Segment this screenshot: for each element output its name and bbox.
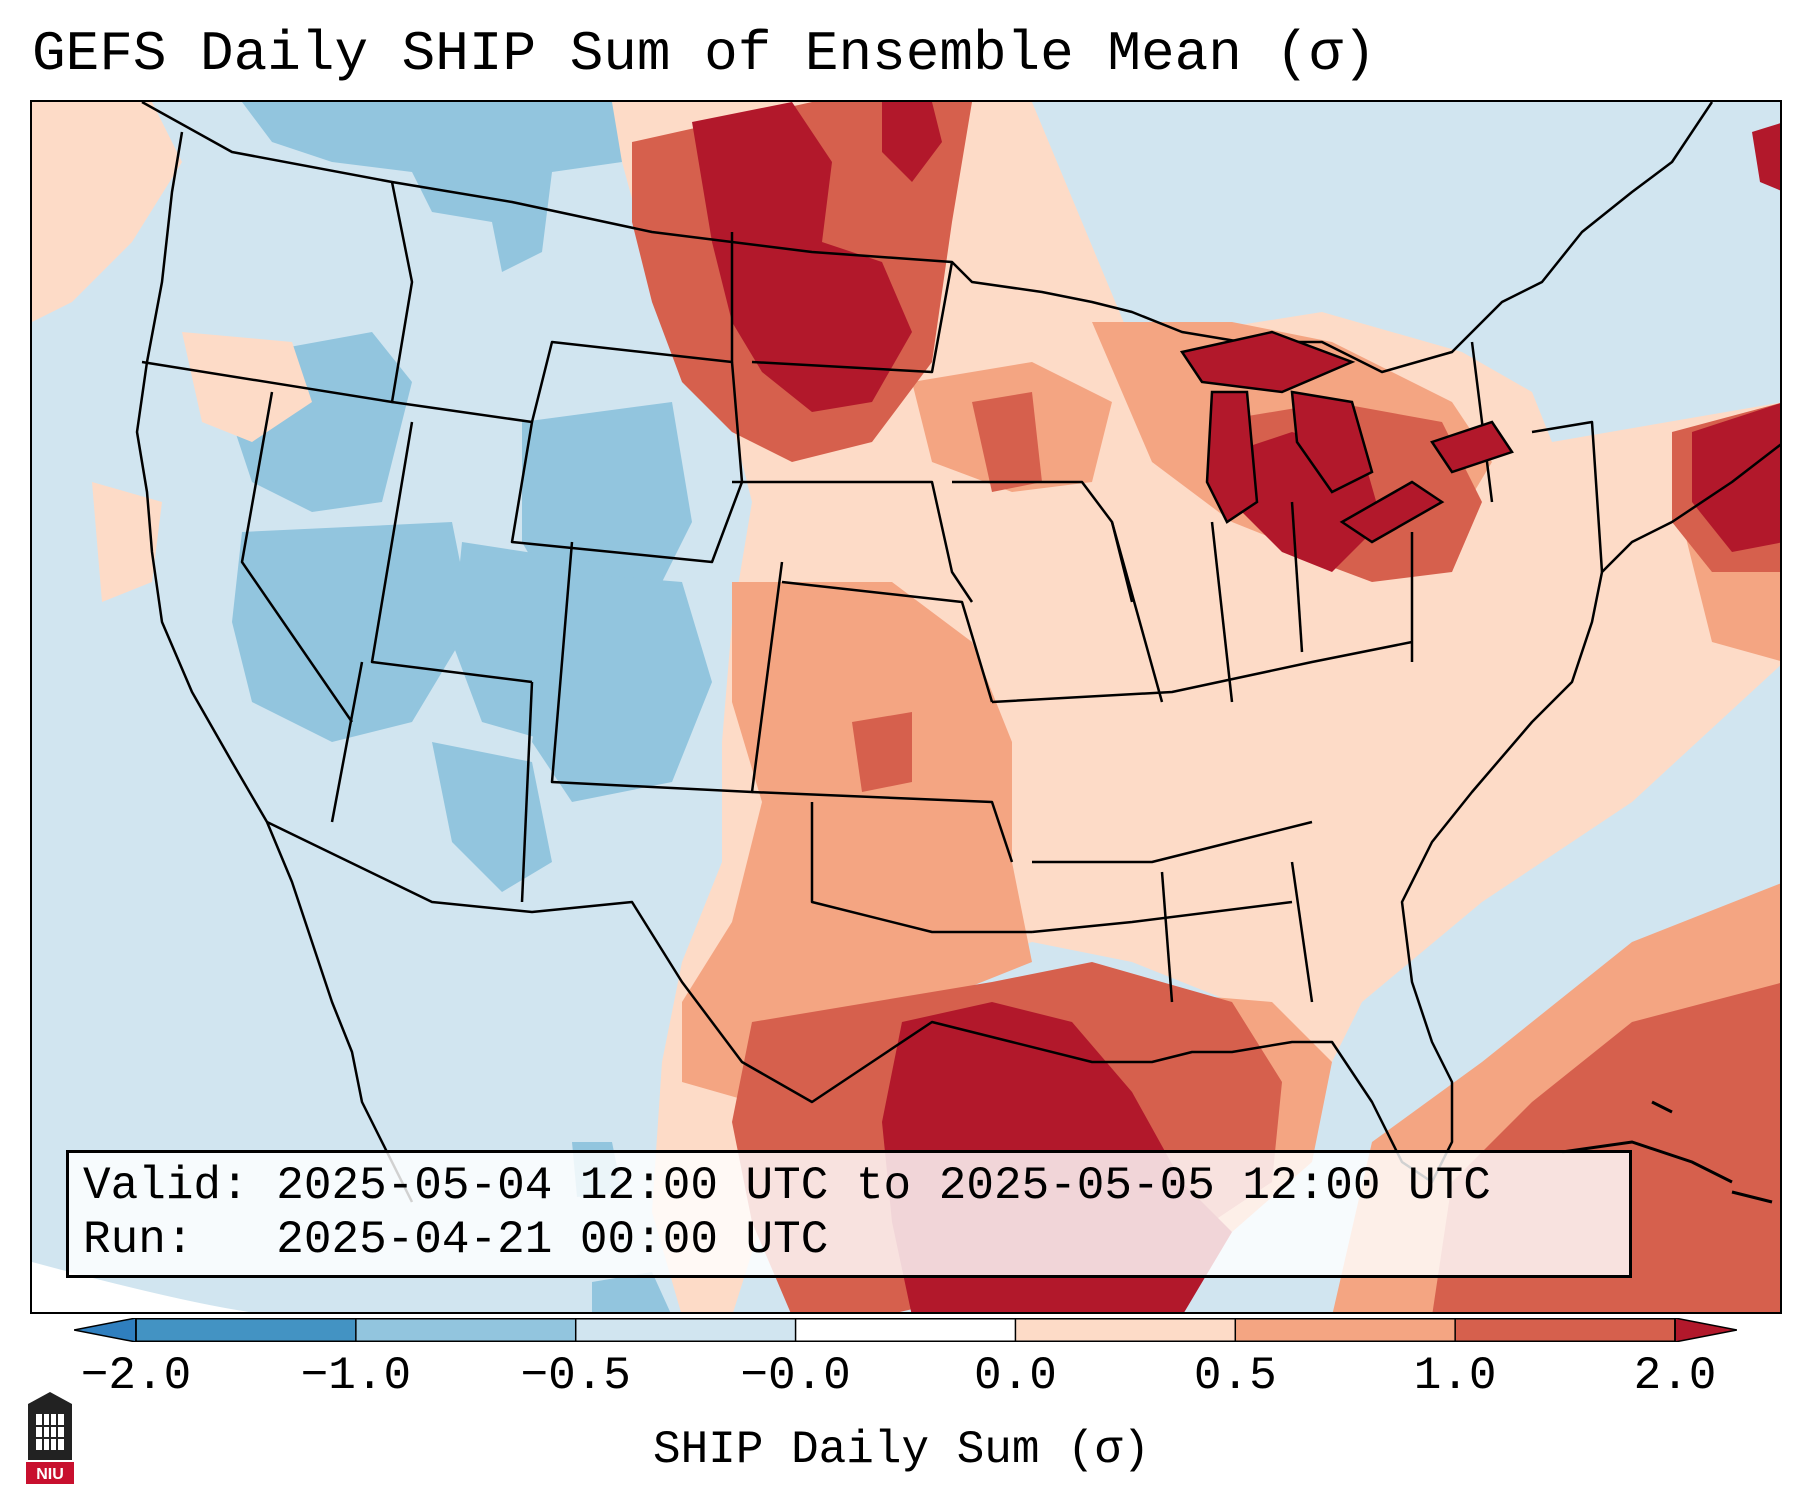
colorbar-tick-label: −0.5 <box>520 1350 631 1402</box>
colorbar-segment <box>795 1318 1016 1342</box>
map-panel <box>30 100 1782 1314</box>
colorbar-tick-label: −2.0 <box>80 1350 192 1402</box>
colorbar-tick-label: −1.0 <box>300 1350 412 1402</box>
run-line: Run: 2025-04-21 00:00 UTC <box>83 1213 1615 1267</box>
colorbar-label: SHIP Daily Sum (σ) <box>653 1424 1150 1476</box>
valid-value: 2025-05-04 12:00 UTC to 2025-05-05 12:00… <box>276 1160 1491 1212</box>
run-label: Run: <box>83 1214 194 1266</box>
colorbar <box>74 1318 1737 1342</box>
map-title: GEFS Daily SHIP Sum of Ensemble Mean (σ) <box>32 22 1377 86</box>
valid-line: Valid: 2025-05-04 12:00 UTC to 2025-05-0… <box>83 1159 1615 1213</box>
ship-field-map <box>32 102 1780 1312</box>
colorbar-tick-label: 0.5 <box>1193 1350 1277 1402</box>
colorbar-tick-label: 2.0 <box>1633 1350 1717 1402</box>
colorbar-extend-low <box>74 1318 137 1342</box>
colorbar-tick-label: 1.0 <box>1413 1350 1497 1402</box>
negative-anomaly-regions <box>232 102 712 1312</box>
colorbar-segment <box>1015 1318 1236 1342</box>
great-lakes <box>1179 330 1514 544</box>
colorbar-segment <box>575 1318 796 1342</box>
weak-positive-regions <box>32 102 1780 1312</box>
colorbar-tick-label: 0.0 <box>974 1350 1057 1402</box>
svg-text:NIU: NIU <box>36 1466 64 1483</box>
colorbar-extend-high <box>1674 1318 1737 1342</box>
niu-logo: NIU <box>26 1392 74 1484</box>
validity-info-box: Valid: 2025-05-04 12:00 UTC to 2025-05-0… <box>66 1150 1632 1278</box>
colorbar-segment <box>1235 1318 1456 1342</box>
borders <box>135 102 1780 1203</box>
colorbar-segment <box>1455 1318 1675 1342</box>
run-value: 2025-04-21 00:00 UTC <box>276 1214 829 1266</box>
colorbar-tick-label: −0.0 <box>740 1350 851 1402</box>
colorbar-segment <box>355 1318 576 1342</box>
colorbar-ticks: −2.0 −1.0 −0.5 −0.0 0.0 0.5 1.0 2.0 <box>0 1350 1803 1410</box>
islands <box>1561 1100 1773 1204</box>
colorbar-segment <box>136 1318 356 1342</box>
valid-label: Valid: <box>83 1160 249 1212</box>
